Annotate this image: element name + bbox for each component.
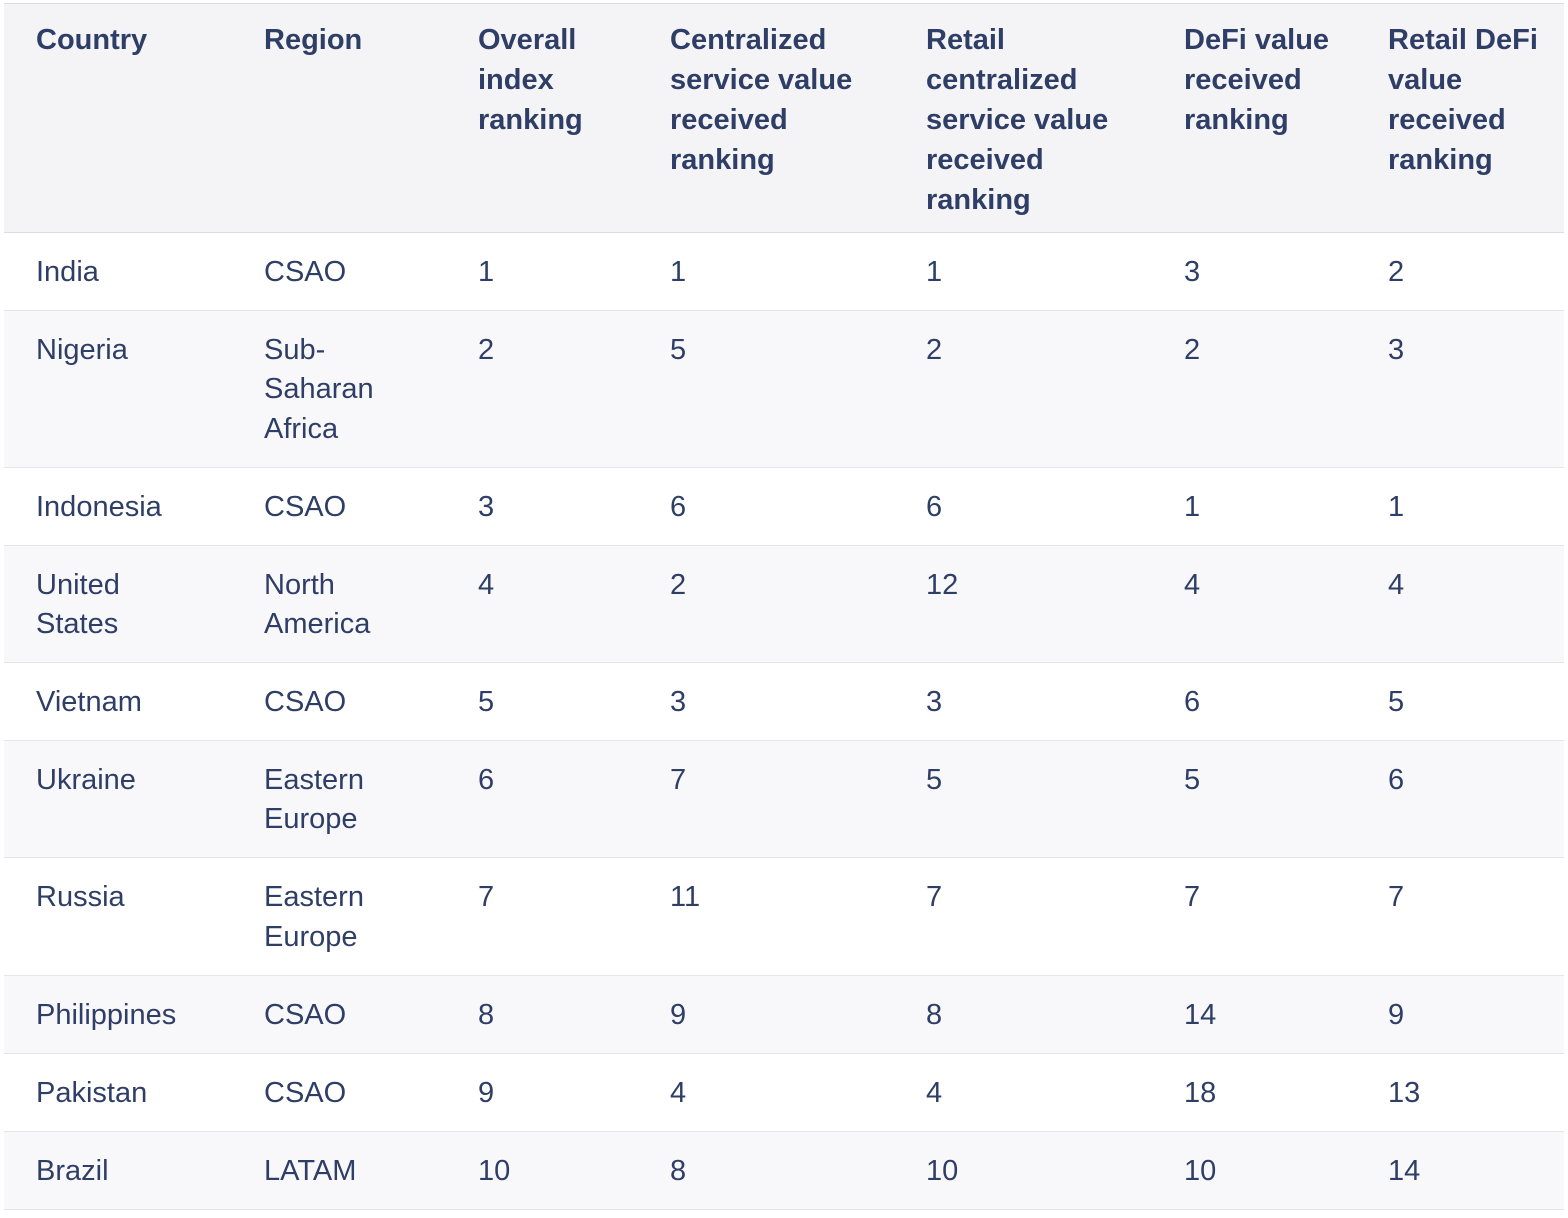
defi-rank-cell: 6 [1152,662,1356,742]
overall-rank-cell: 2 [446,310,638,468]
retail-centralized-rank-cell: 2 [894,310,1152,468]
retail-centralized-rank-cell: 12 [894,545,1152,664]
country-cell: Philippines [4,975,232,1054]
region-cell: Eastern Europe [232,857,446,976]
retail-centralized-rank-cell: 7 [894,857,1152,976]
col-header-defi-value: DeFi value received ranking [1152,2,1356,234]
col-header-country: Country [4,2,232,234]
centralized-rank-cell: 3 [638,662,894,742]
country-cell: Indonesia [4,467,232,546]
region-cell: CSAO [232,662,446,742]
overall-rank-cell: 7 [446,857,638,976]
retail-defi-rank-cell: 5 [1356,662,1564,742]
col-header-overall-index-ranking: Overall index ranking [446,2,638,234]
table-row: Philippines CSAO 8 9 8 14 9 [4,975,1564,1054]
retail-defi-rank-cell: 6 [1356,740,1564,859]
retail-centralized-rank-cell: 8 [894,975,1152,1054]
centralized-rank-cell: 11 [638,857,894,976]
retail-centralized-rank-cell: 6 [894,467,1152,546]
defi-rank-cell: 4 [1152,545,1356,664]
retail-defi-rank-cell: 9 [1356,975,1564,1054]
table-row: Brazil LATAM 10 8 10 10 14 [4,1131,1564,1211]
retail-defi-rank-cell: 13 [1356,1053,1564,1133]
defi-rank-cell: 1 [1152,467,1356,546]
overall-rank-cell: 5 [446,662,638,742]
retail-centralized-rank-cell: 4 [894,1053,1152,1133]
defi-rank-cell: 18 [1152,1053,1356,1133]
col-header-retail-defi: Retail DeFi value received ranking [1356,2,1564,234]
retail-defi-rank-cell: 14 [1356,1131,1564,1211]
defi-rank-cell: 2 [1152,310,1356,468]
region-cell: CSAO [232,1053,446,1133]
centralized-rank-cell: 4 [638,1053,894,1133]
region-cell: Sub-Saharan Africa [232,310,446,468]
table-row: Ukraine Eastern Europe 6 7 5 5 6 [4,740,1564,859]
table-row: United States North America 4 2 12 4 4 [4,545,1564,664]
centralized-rank-cell: 5 [638,310,894,468]
country-cell: Pakistan [4,1053,232,1133]
retail-centralized-rank-cell: 5 [894,740,1152,859]
retail-defi-rank-cell: 4 [1356,545,1564,664]
header-row: Country Region Overall index ranking Cen… [4,2,1564,234]
region-cell: LATAM [232,1131,446,1211]
country-cell: India [4,232,232,312]
crypto-adoption-ranking-table: Country Region Overall index ranking Cen… [4,2,1564,1211]
retail-defi-rank-cell: 7 [1356,857,1564,976]
col-header-retail-centralized: Retail centralized service value receive… [894,2,1152,234]
table-row: Vietnam CSAO 5 3 3 6 5 [4,662,1564,742]
defi-rank-cell: 10 [1152,1131,1356,1211]
centralized-rank-cell: 1 [638,232,894,312]
region-cell: CSAO [232,232,446,312]
overall-rank-cell: 3 [446,467,638,546]
col-header-region: Region [232,2,446,234]
country-cell: United States [4,545,232,664]
table-row: Russia Eastern Europe 7 11 7 7 7 [4,857,1564,976]
table-body: India CSAO 1 1 1 3 2 Nigeria Sub-Saharan Africa 2… [4,232,1564,1211]
region-cell: North America [232,545,446,664]
table-row: Nigeria Sub-Saharan Africa 2 5 2 2 3 [4,310,1564,468]
region-cell: Eastern Europe [232,740,446,859]
defi-rank-cell: 3 [1152,232,1356,312]
retail-centralized-rank-cell: 3 [894,662,1152,742]
overall-rank-cell: 4 [446,545,638,664]
retail-centralized-rank-cell: 10 [894,1131,1152,1211]
defi-rank-cell: 5 [1152,740,1356,859]
overall-rank-cell: 6 [446,740,638,859]
country-cell: Nigeria [4,310,232,468]
retail-defi-rank-cell: 1 [1356,467,1564,546]
centralized-rank-cell: 9 [638,975,894,1054]
retail-defi-rank-cell: 2 [1356,232,1564,312]
centralized-rank-cell: 6 [638,467,894,546]
table-row: Indonesia CSAO 3 6 6 1 1 [4,467,1564,546]
table-row: India CSAO 1 1 1 3 2 [4,232,1564,312]
col-header-centralized-service: Centralized service value received ranki… [638,2,894,234]
region-cell: CSAO [232,467,446,546]
overall-rank-cell: 9 [446,1053,638,1133]
retail-defi-rank-cell: 3 [1356,310,1564,468]
centralized-rank-cell: 8 [638,1131,894,1211]
country-cell: Russia [4,857,232,976]
table-header: Country Region Overall index ranking Cen… [4,2,1564,234]
table-row: Pakistan CSAO 9 4 4 18 13 [4,1053,1564,1133]
region-cell: CSAO [232,975,446,1054]
defi-rank-cell: 14 [1152,975,1356,1054]
overall-rank-cell: 8 [446,975,638,1054]
country-cell: Ukraine [4,740,232,859]
defi-rank-cell: 7 [1152,857,1356,976]
overall-rank-cell: 1 [446,232,638,312]
overall-rank-cell: 10 [446,1131,638,1211]
retail-centralized-rank-cell: 1 [894,232,1152,312]
centralized-rank-cell: 7 [638,740,894,859]
centralized-rank-cell: 2 [638,545,894,664]
country-cell: Vietnam [4,662,232,742]
country-cell: Brazil [4,1131,232,1211]
